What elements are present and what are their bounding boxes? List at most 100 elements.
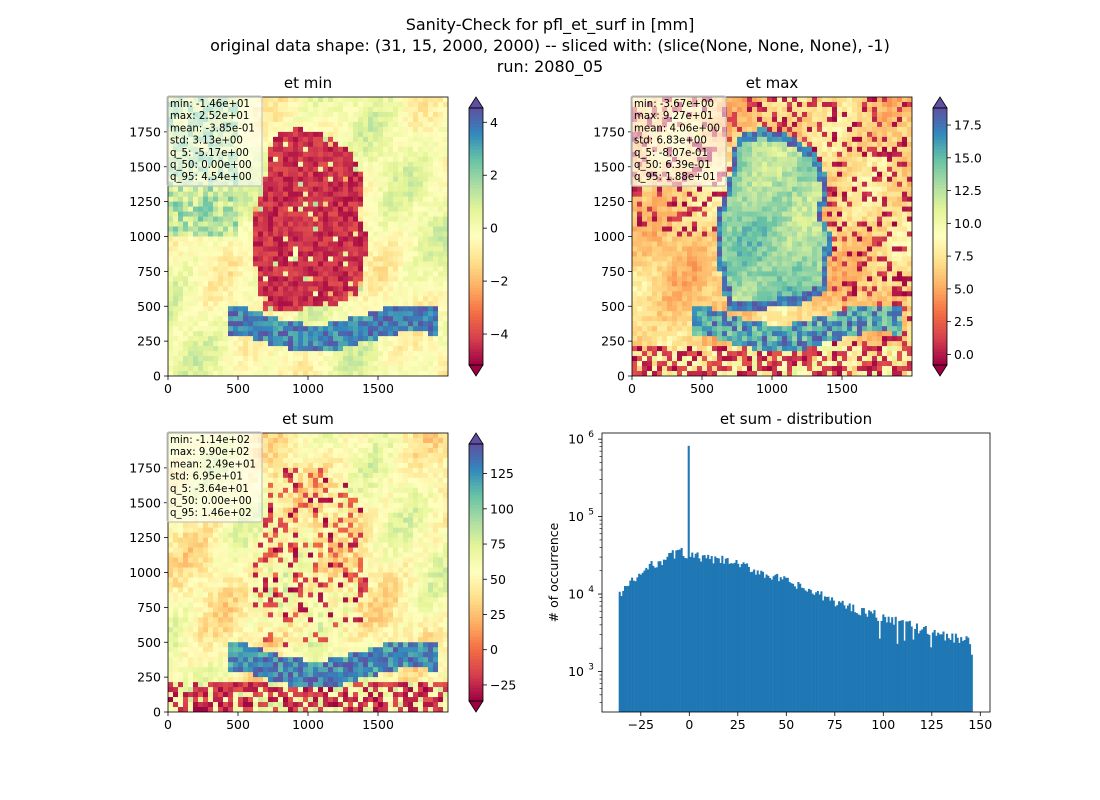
heatmap-cell [732, 106, 738, 113]
heatmap-cell [268, 246, 274, 253]
heatmap-cell [313, 331, 319, 337]
heatmap-cell [802, 171, 808, 178]
heatmap-cell [223, 186, 229, 193]
heatmap-cell [343, 186, 349, 193]
heatmap-cell [253, 366, 259, 372]
heatmap-cell [323, 256, 329, 263]
heatmap-cell [902, 166, 908, 173]
heatmap-cell [378, 326, 384, 332]
heatmap-cell [413, 181, 419, 188]
heatmap-cell [787, 121, 793, 128]
heatmap-cell [233, 281, 239, 287]
heatmap-cell [363, 306, 369, 312]
heatmap-cell [363, 326, 369, 332]
heatmap-cell [827, 216, 833, 223]
heatmap-cell [203, 286, 209, 292]
heatmap-cell [807, 221, 813, 228]
heatmap-cell [832, 171, 838, 178]
heatmap-cell [403, 166, 409, 173]
heatmap-cell [393, 126, 399, 133]
heatmap-cell [328, 201, 334, 208]
heatmap-cell [283, 131, 289, 138]
heatmap-cell [208, 351, 214, 357]
heatmap-cell [423, 106, 429, 113]
heatmap-cell [263, 166, 269, 173]
heatmap-cell [797, 151, 803, 158]
heatmap-cell [173, 276, 179, 282]
heatmap-cell [757, 171, 763, 178]
heatmap-cell [318, 146, 324, 153]
heatmap-cell [188, 311, 194, 317]
heatmap-cell [777, 241, 783, 248]
heatmap-cell [882, 236, 888, 243]
heatmap-cell [273, 331, 279, 337]
heatmap-cell [348, 111, 354, 118]
heatmap-cell [657, 231, 663, 238]
heatmap-cell [697, 246, 703, 253]
heatmap-cell [762, 206, 768, 213]
heatmap-cell [702, 231, 708, 238]
heatmap-cell [258, 296, 264, 302]
heatmap-cell [747, 166, 753, 173]
heatmap-cell [398, 201, 404, 208]
heatmap-cell [288, 256, 294, 263]
heatmap-cell [443, 246, 448, 253]
heatmap-cell [797, 246, 803, 253]
heatmap-cell [398, 166, 404, 173]
heatmap-cell [842, 181, 848, 188]
heatmap-cell [797, 166, 803, 173]
heatmap-cell [877, 191, 883, 198]
heatmap-cell [278, 106, 284, 113]
figure-title-line-3: run: 2080_05 [496, 57, 604, 76]
heatmap-cell [712, 206, 718, 213]
heatmap-cell [388, 211, 394, 218]
heatmap-cell [313, 296, 319, 302]
heatmap-cell [338, 231, 344, 238]
heatmap-cell [383, 101, 389, 108]
heatmap-cell [737, 221, 743, 228]
heatmap-cell [348, 306, 354, 312]
heatmap-cell [178, 221, 184, 228]
heatmap-cell [188, 361, 194, 367]
heatmap-cell [343, 166, 349, 173]
heatmap-cell [348, 291, 354, 297]
heatmap-cell [732, 146, 738, 153]
heatmap-cell [897, 106, 903, 113]
heatmap-cell [373, 106, 379, 113]
heatmap-cell [403, 206, 409, 213]
heatmap-cell [443, 131, 448, 138]
heatmap-cell [832, 226, 838, 233]
heatmap-cell [787, 101, 793, 108]
heatmap-cell [323, 371, 329, 376]
heatmap-cell [203, 236, 209, 243]
heatmap-cell [752, 236, 758, 243]
heatmap-cell [737, 111, 743, 118]
heatmap-cell [258, 206, 264, 213]
heatmap-cell [902, 176, 908, 183]
heatmap-cell [383, 366, 389, 372]
heatmap-cell [897, 111, 903, 118]
heatmap-cell [757, 151, 763, 158]
heatmap-cell [223, 301, 229, 307]
heatmap-cell [857, 171, 863, 178]
heatmap-cell [168, 261, 174, 267]
heatmap-cell [632, 201, 638, 208]
heatmap-cell [867, 201, 873, 208]
heatmap-cell [343, 101, 349, 108]
heatmap-cell [762, 181, 768, 188]
heatmap-cell [388, 136, 394, 143]
heatmap-cell [807, 121, 813, 128]
heatmap-cell [178, 196, 184, 203]
heatmap-cell [373, 126, 379, 133]
heatmap-cell [348, 151, 354, 158]
heatmap-cell [348, 136, 354, 143]
heatmap-cell [278, 266, 284, 272]
heatmap-cell [687, 211, 693, 218]
heatmap-cell [248, 326, 254, 332]
heatmap-cell [787, 131, 793, 138]
heatmap-cell [228, 311, 234, 317]
colorbar-extend-top [468, 96, 484, 109]
heatmap-cell [413, 261, 419, 267]
heatmap-cell [388, 251, 394, 258]
heatmap-cell [443, 116, 448, 123]
